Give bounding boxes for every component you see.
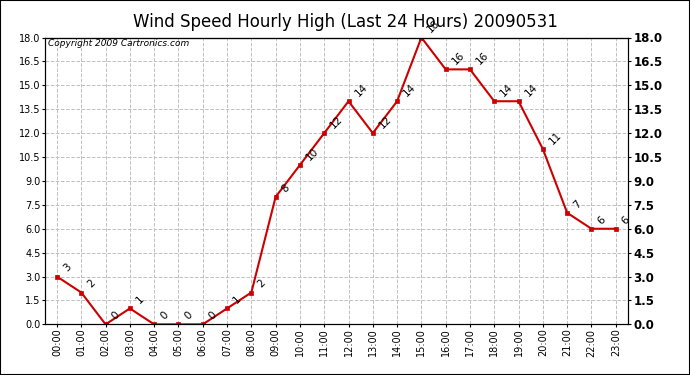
Text: 2: 2 [255, 278, 267, 290]
Text: 0: 0 [158, 310, 170, 322]
Text: 8: 8 [280, 182, 292, 194]
Text: Copyright 2009 Cartronics.com: Copyright 2009 Cartronics.com [48, 39, 189, 48]
Text: 2: 2 [86, 278, 97, 290]
Text: 0: 0 [207, 310, 219, 322]
Text: 18: 18 [426, 18, 442, 35]
Text: 3: 3 [61, 262, 73, 274]
Text: 14: 14 [498, 82, 515, 99]
Text: 14: 14 [353, 82, 369, 99]
Text: 6: 6 [595, 214, 607, 226]
Text: 12: 12 [377, 114, 393, 130]
Text: 7: 7 [571, 198, 583, 210]
Text: 16: 16 [474, 50, 491, 67]
Text: 1: 1 [134, 294, 146, 306]
Text: 0: 0 [183, 310, 195, 322]
Text: 1: 1 [231, 294, 243, 306]
Text: 14: 14 [402, 82, 417, 99]
Text: 12: 12 [328, 114, 345, 130]
Text: 6: 6 [620, 214, 631, 226]
Text: Wind Speed Hourly High (Last 24 Hours) 20090531: Wind Speed Hourly High (Last 24 Hours) 2… [132, 13, 558, 31]
Text: 10: 10 [304, 146, 320, 162]
Text: 11: 11 [547, 130, 564, 146]
Text: 0: 0 [110, 310, 121, 322]
Text: 16: 16 [450, 50, 466, 67]
Text: 14: 14 [523, 82, 539, 99]
